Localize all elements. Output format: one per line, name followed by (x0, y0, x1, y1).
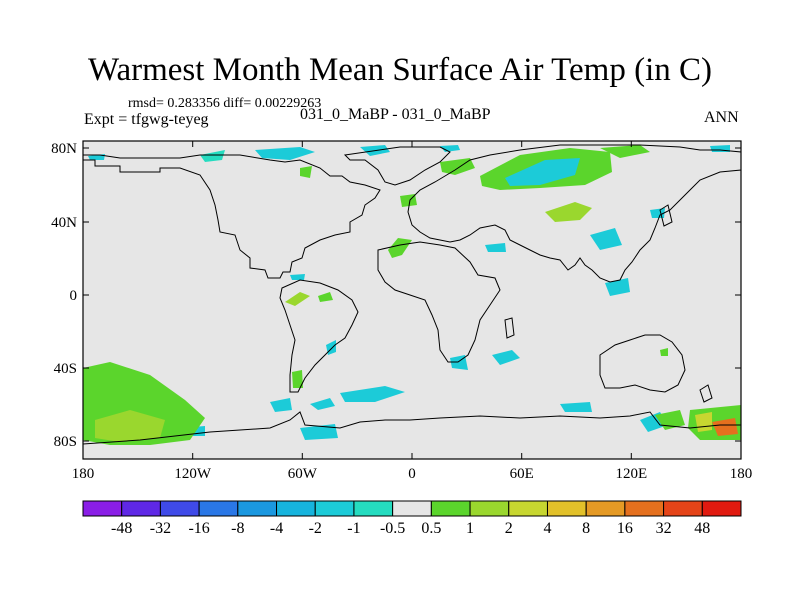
patch-se-corner-warm (712, 418, 738, 436)
colorbar-swatch (82, 500, 123, 517)
colorbar-swatch (430, 500, 471, 517)
stats-text: rmsd= 0.283356 diff= 0.00229263 (128, 96, 322, 111)
colorbar-label: -2 (309, 520, 322, 537)
lat-labels: 80N 40N 0 40S 80S (51, 141, 77, 450)
patch-sw-pacific-core (95, 410, 165, 442)
patch-india (590, 228, 622, 250)
lat-label: 40S (54, 361, 77, 377)
colorbar-label: 32 (656, 520, 672, 537)
patch-s-pacific-a (270, 398, 292, 412)
plot-title: Warmest Month Mean Surface Air Temp (in … (87, 52, 713, 88)
patch-se-corner-mid (695, 412, 712, 432)
colorbar-swatch (237, 500, 278, 517)
colorbar-swatch (276, 500, 316, 517)
patch-kara (200, 150, 225, 162)
lon-label: 180 (72, 466, 95, 482)
colorbar-label: -1 (347, 520, 360, 537)
colorbar-label: 8 (582, 520, 590, 537)
colorbar-label: 0.5 (421, 520, 441, 537)
colorbar-label: -32 (150, 520, 171, 537)
colorbar-swatch (624, 500, 665, 517)
patch-mediterranean (388, 238, 412, 258)
colorbar-label: -8 (231, 520, 244, 537)
colorbar-swatch (663, 500, 703, 517)
coast-new-zealand (699, 384, 713, 403)
anomaly-patches (83, 145, 741, 445)
patch-ne-canada (300, 166, 312, 178)
colorbar-swatch (314, 500, 355, 517)
colorbar-swatch (159, 500, 200, 517)
coast-eurasia (407, 144, 742, 283)
coast-africa (377, 241, 501, 363)
patch-se-asia (605, 278, 630, 296)
map-background (83, 141, 741, 459)
lon-label: 120E (615, 466, 647, 482)
center-label: 031_0_MaBP - 031_0_MaBP (300, 106, 491, 123)
patch-mongolia (545, 202, 592, 222)
coast-antarctica (82, 411, 741, 445)
patch-south-atlantic (340, 386, 405, 402)
patch-indian-ocean (492, 350, 520, 365)
colorbar (82, 500, 742, 517)
colorbar-swatch (585, 500, 626, 517)
lon-label: 180 (730, 466, 753, 482)
lon-labels: 180 120W 60W 0 60E 120E 180 (72, 466, 753, 482)
experiment-label: Expt = tfgwg-teyeg (84, 111, 209, 128)
lat-label: 80S (54, 434, 77, 450)
coastlines (82, 144, 742, 445)
patch-amazon (318, 292, 333, 302)
coast-japan (659, 204, 673, 227)
lon-label: 60W (288, 466, 318, 482)
axis-ticks (83, 141, 741, 459)
patch-s-america-north (285, 292, 310, 306)
colorbar-label: 48 (694, 520, 710, 537)
patch-australia (660, 348, 668, 356)
coast-madagascar (504, 317, 515, 339)
patch-caribbean (290, 274, 305, 280)
lon-label: 120W (174, 466, 212, 482)
colorbar-swatch (353, 500, 394, 517)
patch-east-siberia (600, 145, 650, 158)
colorbar-swatch (392, 500, 432, 517)
colorbar-swatch (469, 500, 510, 517)
patch-antarctic-pen (300, 424, 338, 440)
coast-south-america (279, 279, 359, 393)
colorbar-label: -4 (270, 520, 283, 537)
colorbar-label: 2 (505, 520, 513, 537)
patch-s-pacific-b (310, 398, 335, 410)
patch-scandinavia (440, 145, 460, 152)
coast-north-america (83, 154, 381, 279)
lat-label: 80N (51, 141, 77, 157)
coast-greenland (343, 146, 451, 186)
colorbar-swatch (701, 500, 742, 517)
lon-label: 60E (510, 466, 534, 482)
colorbar-swatch (198, 500, 239, 517)
patch-north-atlantic (255, 147, 315, 160)
colorbar-label: 4 (543, 520, 551, 537)
lat-label: 40N (51, 215, 77, 231)
lat-label: 0 (70, 288, 78, 304)
colorbar-label: -48 (111, 520, 132, 537)
coast-australia (599, 334, 686, 393)
colorbar-label: -16 (188, 520, 209, 537)
lon-label: 0 (408, 466, 416, 482)
season-label: ANN (704, 109, 739, 126)
colorbar-swatch (121, 500, 161, 517)
colorbar-labels: -48 -32 -16 -8 -4 -2 -1 -0.5 0.5 1 2 4 8 16 32 48 (111, 520, 710, 537)
patch-siberia-core (505, 158, 580, 186)
colorbar-swatch (546, 500, 587, 517)
patch-patagonia (292, 370, 303, 388)
colorbar-label: -0.5 (380, 520, 405, 537)
patch-s-indian (560, 402, 592, 412)
colorbar-swatch (508, 500, 548, 517)
colorbar-label: 16 (617, 520, 633, 537)
colorbar-label: 1 (466, 520, 474, 537)
patch-arabia (485, 243, 506, 252)
